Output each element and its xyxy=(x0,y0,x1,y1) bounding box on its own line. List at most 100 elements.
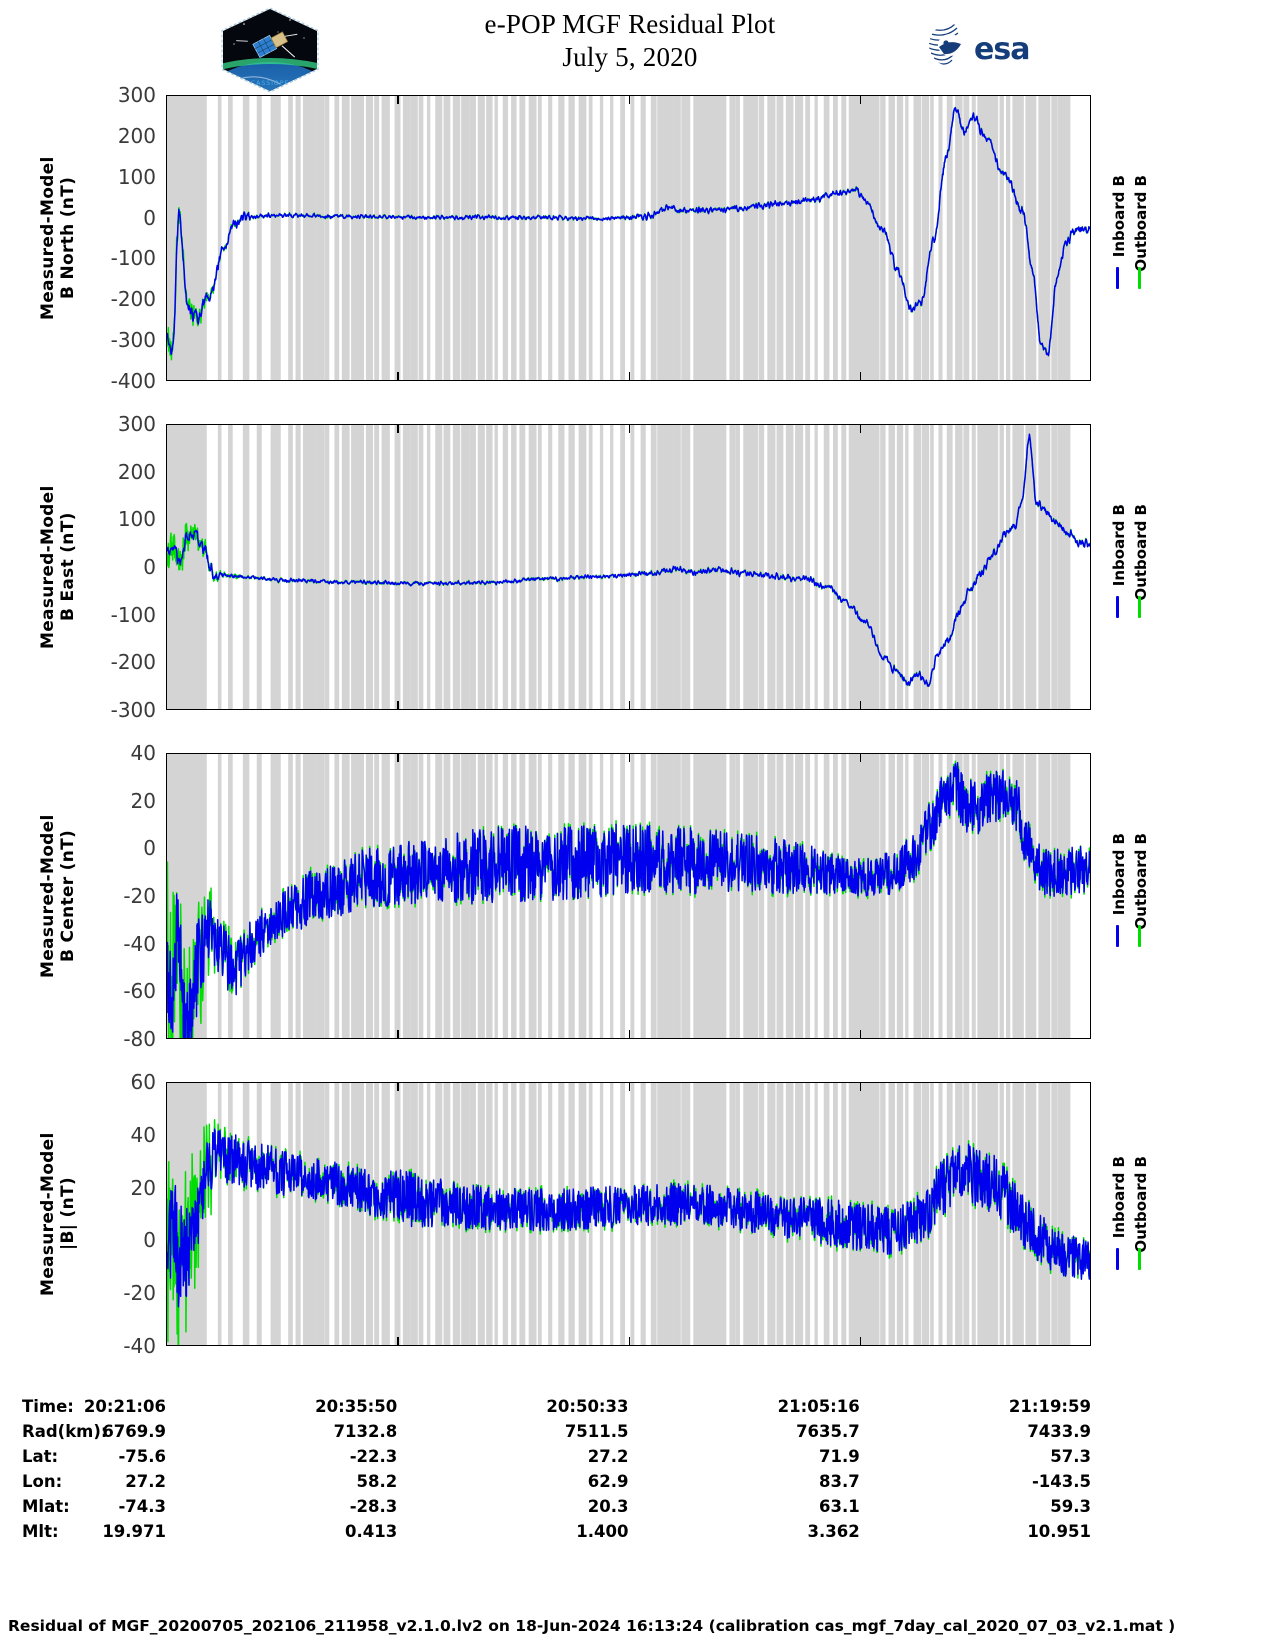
table-row-label: Lon: xyxy=(22,1472,63,1491)
table-cell: 7433.9 xyxy=(1027,1422,1091,1441)
panel-b-center: Measured-Model B Center (nT) 40 20 0 -20 -40 -… xyxy=(0,741,1275,1051)
table-cell: 63.1 xyxy=(819,1497,860,1516)
x-tickmark xyxy=(397,1337,399,1346)
table-cell: 27.2 xyxy=(587,1447,629,1466)
y-axis-label-b-magnitude: Measured-Model |B| (nT) xyxy=(38,1132,78,1296)
trace-inboard-b xyxy=(167,762,1090,1038)
esa-wordmark: esa xyxy=(974,32,1029,67)
legend-b-magnitude: Inboard B Outboard B xyxy=(1108,1082,1178,1346)
y-tick-b-north-4: -100 xyxy=(110,246,156,271)
y-tick-b-center-5: -60 xyxy=(123,979,156,1004)
plot-area-b-magnitude[interactable] xyxy=(166,1082,1091,1346)
table-row-label: Lat: xyxy=(22,1447,59,1466)
legend-b-center: Inboard B Outboard B xyxy=(1108,753,1178,1039)
esa-logo-icon: esa xyxy=(925,22,1043,68)
legend-label-inboard: Inboard B xyxy=(1110,1155,1128,1239)
table-cell: -22.3 xyxy=(349,1447,398,1466)
table-cell: -75.6 xyxy=(118,1447,166,1466)
legend-b-north: Inboard B Outboard B xyxy=(1108,95,1178,381)
legend-b-east: Inboard B Outboard B xyxy=(1108,424,1178,710)
y-tick-b-center-3: -20 xyxy=(123,884,156,908)
y-tick-b-east-4: -100 xyxy=(110,602,156,627)
table-cell: 83.7 xyxy=(819,1472,860,1491)
table-cell: 10.951 xyxy=(1027,1522,1091,1541)
x-tickmark xyxy=(859,372,862,381)
trace-inboard-b xyxy=(167,1128,1090,1308)
legend-label-inboard: Inboard B xyxy=(1110,833,1128,916)
x-tickmark-top xyxy=(397,753,399,762)
x-tickmark-top xyxy=(628,424,631,433)
legend-swatch-inboard xyxy=(1116,925,1119,948)
x-tickmark-top xyxy=(628,95,631,104)
y-tick-b-magnitude-2: 20 xyxy=(130,1175,156,1200)
x-tickmark xyxy=(397,701,399,710)
legend-swatch-outboard xyxy=(1138,596,1141,619)
cassiope-mission-logo-icon: CASSIOPE xyxy=(218,6,322,94)
table-row-label: Mlt: xyxy=(22,1522,59,1541)
y-axis-label-b-north: Measured-Model B North (nT) xyxy=(38,156,78,320)
y-tick-b-center-1: 20 xyxy=(130,788,156,813)
y-tick-b-east-1: 200 xyxy=(117,459,156,484)
x-tickmark xyxy=(859,701,862,710)
table-cell: 7511.5 xyxy=(564,1422,629,1441)
table-row: Lat: -75.6 -22.3 27.2 71.9 57.3 xyxy=(0,1447,1275,1472)
legend-label-outboard: Outboard B xyxy=(1132,504,1150,601)
table-cell: 71.9 xyxy=(819,1447,860,1466)
table-cell: 19.971 xyxy=(102,1522,166,1541)
table-row: Mlt: 19.971 0.413 1.400 3.362 10.951 xyxy=(0,1522,1275,1547)
y-tick-b-north-3: 0 xyxy=(143,205,156,230)
legend-label-outboard: Outboard B xyxy=(1132,833,1150,930)
legend-swatch-outboard xyxy=(1138,267,1141,290)
table-cell: 0.413 xyxy=(345,1522,398,1541)
y-tick-b-east-6: -300 xyxy=(110,698,156,722)
y-tick-b-east-0: 300 xyxy=(117,412,156,436)
table-cell: 20.3 xyxy=(587,1497,629,1516)
legend-label-inboard: Inboard B xyxy=(1110,504,1128,587)
y-tick-b-north-5: -200 xyxy=(110,287,156,312)
x-tickmark-top xyxy=(859,753,862,762)
panel-b-magnitude: Measured-Model |B| (nT) 60 40 20 0 -20 -40 Inbo… xyxy=(0,1070,1275,1358)
y-tick-b-north-7: -400 xyxy=(110,369,156,393)
y-tick-b-magnitude-3: 0 xyxy=(143,1228,156,1253)
y-tick-b-center-0: 40 xyxy=(130,741,156,765)
table-row: Lon: 27.2 58.2 62.9 83.7 -143.5 xyxy=(0,1472,1275,1497)
table-cell: 58.2 xyxy=(356,1472,398,1491)
x-tickmark xyxy=(397,372,399,381)
table-cell: 27.2 xyxy=(125,1472,166,1491)
y-tick-b-north-6: -300 xyxy=(110,328,156,353)
y-tick-b-east-2: 100 xyxy=(117,507,156,532)
table-cell: 3.362 xyxy=(807,1522,860,1541)
title-main: e-POP MGF Residual Plot xyxy=(484,9,776,39)
y-tick-b-magnitude-1: 40 xyxy=(130,1122,156,1147)
table-cell: -74.3 xyxy=(118,1497,166,1516)
x-tickmark xyxy=(397,1030,399,1039)
page-title: e-POP MGF Residual Plot July 5, 2020 xyxy=(330,8,930,74)
x-tickmark-top xyxy=(859,1082,862,1091)
footer-provenance-text: Residual of MGF_20200705_202106_211958_v… xyxy=(8,1617,1176,1635)
y-tick-b-north-1: 200 xyxy=(117,123,156,148)
x-tickmark xyxy=(628,1030,631,1039)
plot-area-b-east[interactable] xyxy=(166,424,1091,710)
x-tickmark-top xyxy=(628,753,631,762)
y-tick-b-east-5: -200 xyxy=(110,650,156,675)
table-cell: 7635.7 xyxy=(796,1422,860,1441)
plot-area-b-center[interactable] xyxy=(166,753,1091,1039)
title-date: July 5, 2020 xyxy=(562,42,698,72)
table-cell: 59.3 xyxy=(1050,1497,1091,1516)
plot-area-b-north[interactable] xyxy=(166,95,1091,381)
y-tick-b-magnitude-5: -40 xyxy=(123,1334,156,1358)
panel-b-east: Measured-Model B East (nT) 300 200 100 0 -100… xyxy=(0,412,1275,722)
table-cell: -28.3 xyxy=(349,1497,398,1516)
y-axis-label-b-center: Measured-Model B Center (nT) xyxy=(38,814,78,978)
x-tickmark-top xyxy=(859,424,862,433)
table-cell: 20:35:50 xyxy=(315,1397,398,1416)
y-tick-b-north-2: 100 xyxy=(117,164,156,189)
cassiope-logo-caption: CASSIOPE xyxy=(251,79,290,87)
x-tickmark-top xyxy=(628,1082,631,1091)
legend-label-outboard: Outboard B xyxy=(1132,1155,1150,1253)
page-header: CASSIOPE e-POP MGF Residual Plot July 5,… xyxy=(0,0,1275,94)
x-tickmark xyxy=(628,372,631,381)
legend-swatch-outboard xyxy=(1138,1247,1141,1270)
table-row-label: Mlat: xyxy=(22,1497,70,1516)
x-tickmark-top xyxy=(397,424,399,433)
